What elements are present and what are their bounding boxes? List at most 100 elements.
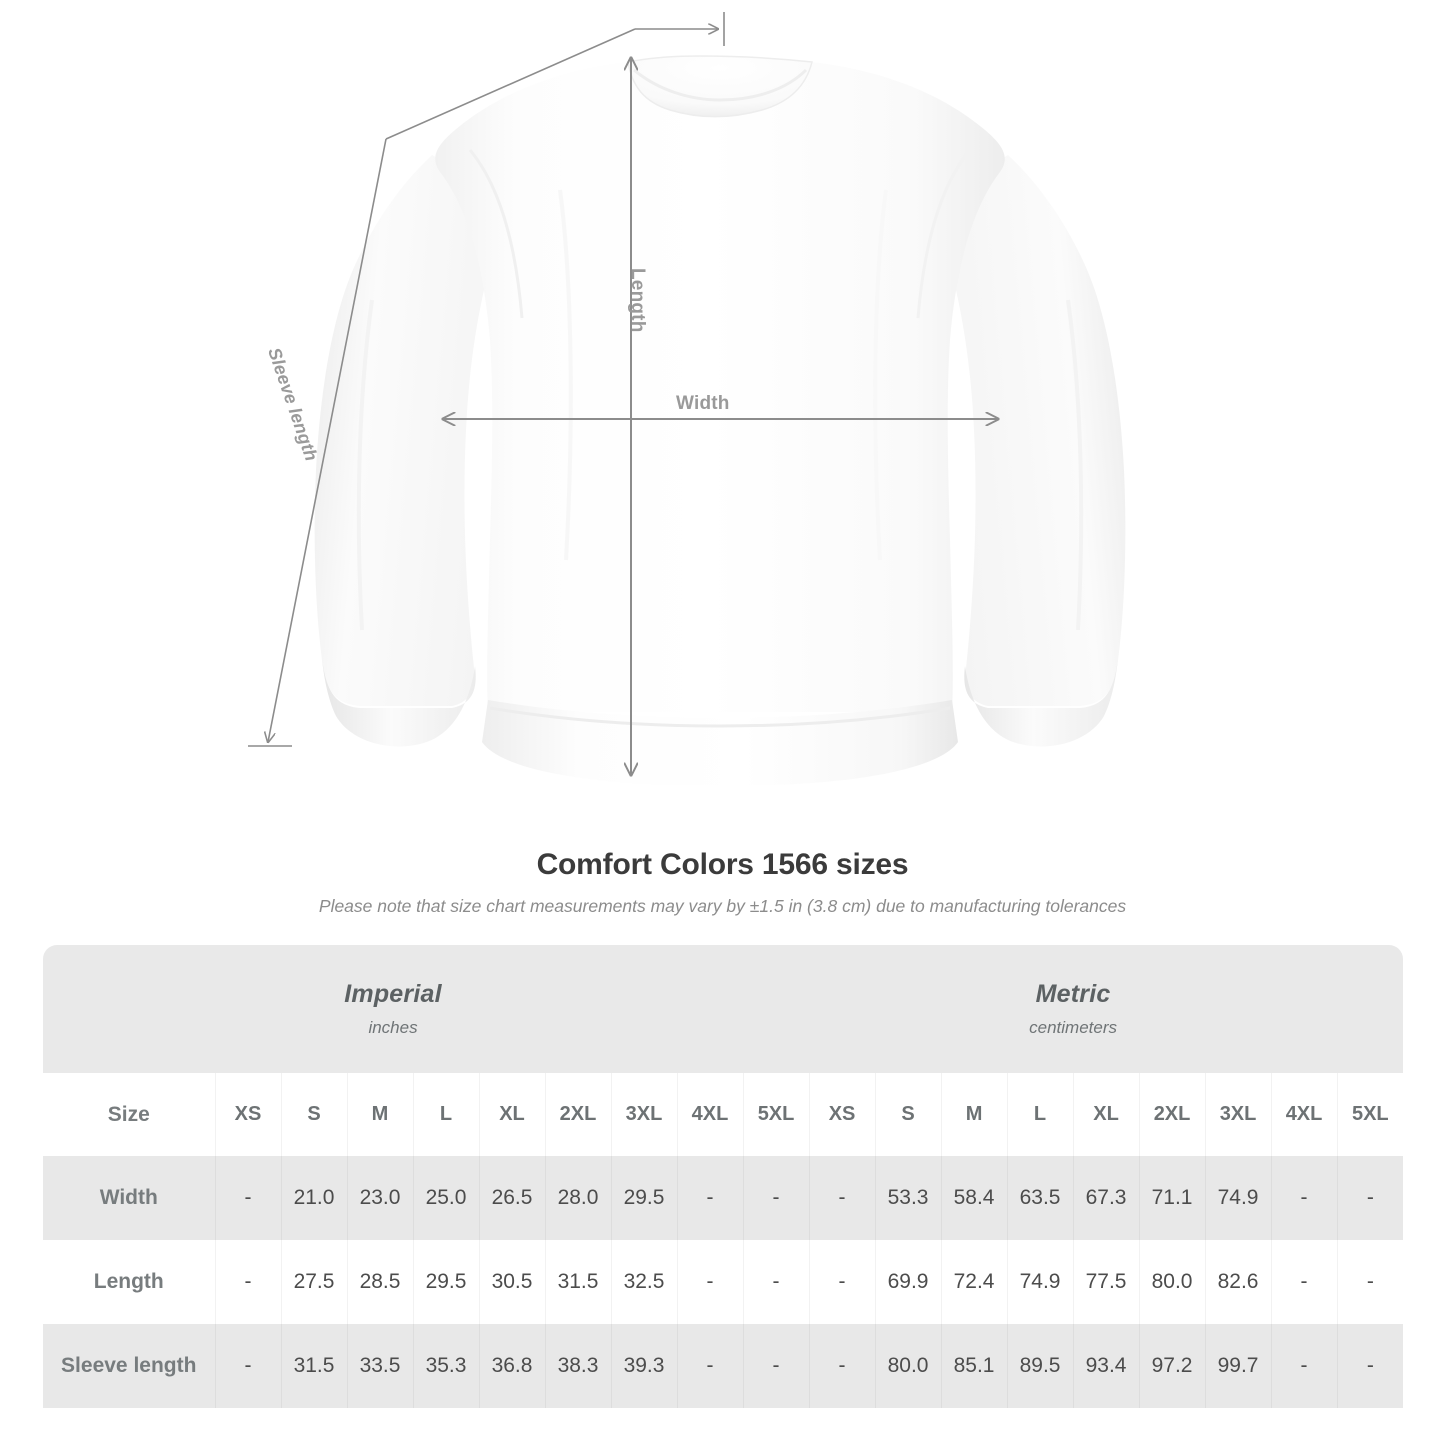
cell-length-imperial-2xl: 31.5 — [544, 1240, 611, 1324]
cell-width-metric-s: 53.3 — [874, 1156, 942, 1240]
right-shoulder-seam — [916, 149, 972, 319]
cell-length-imperial-m: 28.5 — [346, 1240, 413, 1324]
garment-svg — [248, 12, 1126, 786]
cell-length-imperial-5xl: - — [742, 1240, 810, 1324]
cell-length-metric-5xl: - — [1336, 1240, 1404, 1324]
size-header-imperial-2xl: 2XL — [544, 1073, 611, 1156]
page-title: Comfort Colors 1566 sizes — [536, 848, 909, 881]
fold-sleeve-left — [356, 299, 374, 631]
collar-inner-line — [633, 68, 808, 102]
unit-group-metric-sub: centimeters — [1029, 1018, 1117, 1037]
size-header-metric-2xl: 2XL — [1138, 1073, 1206, 1156]
cell-sleeve-metric-l: 89.5 — [1006, 1324, 1074, 1408]
unit-group-metric-name: Metric — [1035, 980, 1111, 1008]
fold-sleeve-right — [1066, 299, 1084, 631]
size-header-label: Size — [43, 1073, 215, 1156]
garment-illustration: Width Length Sleeve length — [248, 12, 1126, 786]
table-row: Length - 27.5 28.5 29.5 30.5 31.5 32.5 -… — [43, 1240, 1404, 1324]
cell-sleeve-imperial-3xl: 39.3 — [610, 1324, 677, 1408]
left-shoulder-seam — [468, 149, 524, 319]
cell-sleeve-metric-3xl: 99.7 — [1204, 1324, 1272, 1408]
unit-group-metric: Metric centimeters — [743, 945, 1404, 1073]
fold-right — [873, 189, 888, 561]
unit-group-imperial-name: Imperial — [344, 980, 442, 1008]
cell-sleeve-imperial-xs: - — [214, 1324, 281, 1408]
cell-sleeve-imperial-4xl: - — [676, 1324, 744, 1408]
cell-sleeve-metric-m: 85.1 — [940, 1324, 1008, 1408]
size-header-imperial-s: S — [280, 1073, 347, 1156]
sleeve-length-arrow — [268, 138, 387, 742]
cell-length-imperial-s: 27.5 — [280, 1240, 347, 1324]
cell-width-metric-xs: - — [808, 1156, 876, 1240]
width-label: Width — [676, 393, 730, 414]
size-header-metric-xl: XL — [1072, 1073, 1140, 1156]
hem-ribbing — [482, 700, 958, 786]
cell-length-imperial-xs: - — [214, 1240, 281, 1324]
size-header-row: Size XS S M L XL 2XL 3XL 4XL 5XL XS S M … — [43, 1073, 1404, 1156]
cell-width-imperial-3xl: 29.5 — [610, 1156, 677, 1240]
cell-width-imperial-5xl: - — [742, 1156, 810, 1240]
row-label-width: Width — [43, 1156, 215, 1240]
cell-width-imperial-l: 25.0 — [412, 1156, 479, 1240]
hem-top-line — [489, 706, 951, 728]
size-header-metric-m: M — [940, 1073, 1008, 1156]
right-sleeve — [928, 155, 1126, 706]
cell-sleeve-imperial-2xl: 38.3 — [544, 1324, 611, 1408]
cell-width-metric-5xl: - — [1336, 1156, 1404, 1240]
measurement-annotations — [248, 12, 998, 775]
sweatshirt-graphic — [314, 55, 1126, 786]
cell-sleeve-metric-s: 80.0 — [874, 1324, 942, 1408]
cell-width-imperial-2xl: 28.0 — [544, 1156, 611, 1240]
cell-sleeve-metric-2xl: 97.2 — [1138, 1324, 1206, 1408]
right-cuff — [964, 658, 1118, 747]
size-header-imperial-5xl: 5XL — [742, 1073, 810, 1156]
cell-sleeve-imperial-xl: 36.8 — [478, 1324, 545, 1408]
fold-left — [558, 189, 573, 561]
cell-sleeve-metric-5xl: - — [1336, 1324, 1404, 1408]
row-label-length: Length — [43, 1240, 215, 1324]
cell-length-metric-4xl: - — [1270, 1240, 1338, 1324]
cell-width-metric-4xl: - — [1270, 1156, 1338, 1240]
cell-width-metric-2xl: 71.1 — [1138, 1156, 1206, 1240]
cell-length-imperial-l: 29.5 — [412, 1240, 479, 1324]
cell-sleeve-imperial-m: 33.5 — [346, 1324, 413, 1408]
size-header-imperial-3xl: 3XL — [610, 1073, 677, 1156]
table-row: Sleeve length - 31.5 33.5 35.3 36.8 38.3… — [43, 1324, 1404, 1408]
size-header-metric-l: L — [1006, 1073, 1074, 1156]
cell-sleeve-metric-4xl: - — [1270, 1324, 1338, 1408]
size-header-metric-5xl: 5XL — [1336, 1073, 1404, 1156]
cell-length-metric-xs: - — [808, 1240, 876, 1324]
unit-group-row: Imperial inches Metric centimeters — [43, 945, 1404, 1073]
size-header-imperial-xs: XS — [214, 1073, 281, 1156]
cell-width-metric-3xl: 74.9 — [1204, 1156, 1272, 1240]
cell-width-imperial-s: 21.0 — [280, 1156, 347, 1240]
size-header-metric-4xl: 4XL — [1270, 1073, 1338, 1156]
length-label: Length — [627, 268, 648, 333]
size-header-imperial-l: L — [412, 1073, 479, 1156]
cell-width-metric-xl: 67.3 — [1072, 1156, 1140, 1240]
cell-length-imperial-xl: 30.5 — [478, 1240, 545, 1324]
left-sleeve — [314, 155, 512, 706]
sleeve-shoulder-diagonal — [385, 28, 636, 140]
table-row: Width - 21.0 23.0 25.0 26.5 28.0 29.5 - … — [43, 1156, 1404, 1240]
cell-length-metric-l: 74.9 — [1006, 1240, 1074, 1324]
title-block: Comfort Colors 1566 sizes Please note th… — [0, 848, 1445, 917]
left-cuff — [322, 658, 476, 747]
collar-ribbing — [627, 55, 813, 118]
cell-length-imperial-4xl: - — [676, 1240, 744, 1324]
cell-length-metric-m: 72.4 — [940, 1240, 1008, 1324]
cell-width-metric-l: 63.5 — [1006, 1156, 1074, 1240]
size-header-metric-xs: XS — [808, 1073, 876, 1156]
cell-length-metric-3xl: 82.6 — [1204, 1240, 1272, 1324]
size-header-imperial-xl: XL — [478, 1073, 545, 1156]
cell-width-imperial-m: 23.0 — [346, 1156, 413, 1240]
cell-width-metric-m: 58.4 — [940, 1156, 1008, 1240]
cell-sleeve-metric-xs: - — [808, 1324, 876, 1408]
cell-length-metric-xl: 77.5 — [1072, 1240, 1140, 1324]
row-label-sleeve-length: Sleeve length — [43, 1324, 215, 1408]
cell-length-metric-s: 69.9 — [874, 1240, 942, 1324]
cell-sleeve-imperial-s: 31.5 — [280, 1324, 347, 1408]
size-header-metric-3xl: 3XL — [1204, 1073, 1272, 1156]
body — [435, 62, 1005, 712]
cell-sleeve-imperial-5xl: - — [742, 1324, 810, 1408]
